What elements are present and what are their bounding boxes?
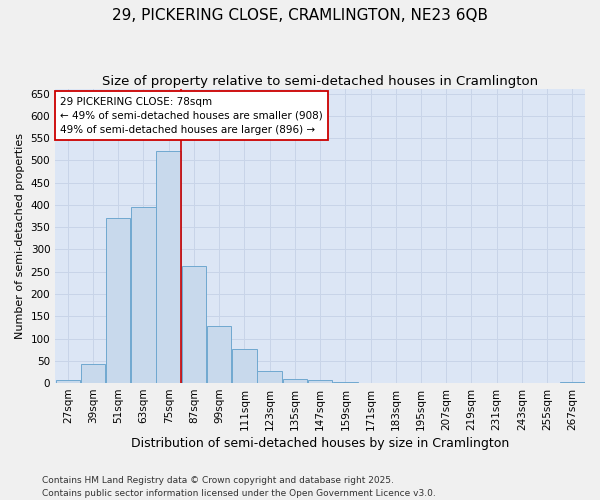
Bar — [283, 378, 307, 383]
Bar — [560, 382, 584, 383]
Bar — [81, 364, 105, 383]
Text: Contains HM Land Registry data © Crown copyright and database right 2025.
Contai: Contains HM Land Registry data © Crown c… — [42, 476, 436, 498]
Bar — [308, 380, 332, 383]
Bar — [106, 218, 130, 383]
Y-axis label: Number of semi-detached properties: Number of semi-detached properties — [15, 133, 25, 339]
Bar — [333, 382, 358, 383]
Text: 29, PICKERING CLOSE, CRAMLINGTON, NE23 6QB: 29, PICKERING CLOSE, CRAMLINGTON, NE23 6… — [112, 8, 488, 22]
Text: 29 PICKERING CLOSE: 78sqm
← 49% of semi-detached houses are smaller (908)
49% of: 29 PICKERING CLOSE: 78sqm ← 49% of semi-… — [61, 96, 323, 134]
Bar — [131, 207, 156, 383]
X-axis label: Distribution of semi-detached houses by size in Cramlington: Distribution of semi-detached houses by … — [131, 437, 509, 450]
Bar — [182, 266, 206, 383]
Bar — [56, 380, 80, 383]
Bar — [207, 326, 232, 383]
Bar — [157, 150, 181, 383]
Bar — [257, 371, 282, 383]
Title: Size of property relative to semi-detached houses in Cramlington: Size of property relative to semi-detach… — [102, 75, 538, 88]
Bar — [232, 349, 257, 383]
